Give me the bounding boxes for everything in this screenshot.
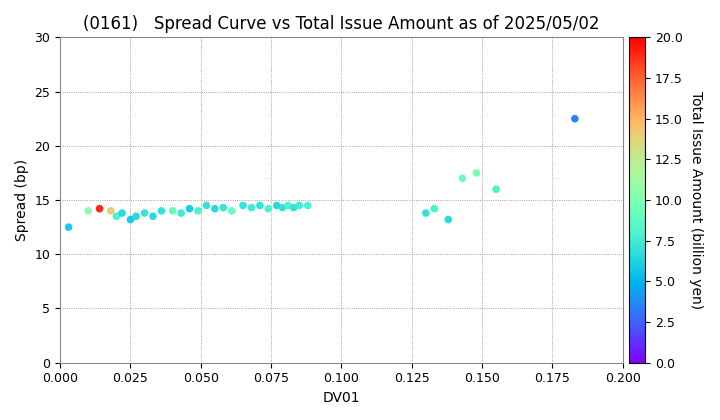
Point — [226, 207, 238, 214]
Point — [294, 202, 305, 209]
Point — [139, 210, 150, 216]
Point — [471, 170, 482, 176]
Point — [184, 205, 195, 212]
Point — [288, 204, 300, 211]
Point — [63, 224, 74, 231]
X-axis label: DV01: DV01 — [323, 391, 360, 405]
Point — [192, 207, 204, 214]
Point — [209, 205, 220, 212]
Point — [490, 186, 502, 192]
Point — [125, 216, 136, 223]
Title: (0161)   Spread Curve vs Total Issue Amount as of 2025/05/02: (0161) Spread Curve vs Total Issue Amoun… — [84, 15, 600, 33]
Point — [276, 204, 288, 211]
Point — [105, 207, 117, 214]
Point — [130, 213, 142, 220]
Point — [147, 213, 158, 220]
Point — [420, 210, 431, 216]
Point — [94, 205, 105, 212]
Y-axis label: Spread (bp): Spread (bp) — [15, 159, 29, 241]
Point — [246, 204, 257, 211]
Point — [83, 207, 94, 214]
Point — [201, 202, 212, 209]
Point — [176, 210, 187, 216]
Point — [428, 205, 440, 212]
Point — [456, 175, 468, 182]
Point — [302, 202, 313, 209]
Point — [167, 207, 179, 214]
Point — [254, 202, 266, 209]
Point — [443, 216, 454, 223]
Point — [569, 116, 580, 122]
Point — [263, 205, 274, 212]
Point — [217, 204, 229, 211]
Point — [111, 213, 122, 220]
Point — [237, 202, 248, 209]
Point — [282, 202, 294, 209]
Point — [116, 210, 127, 216]
Point — [156, 207, 167, 214]
Y-axis label: Total Issue Amount (billion yen): Total Issue Amount (billion yen) — [689, 91, 703, 309]
Point — [271, 202, 282, 209]
